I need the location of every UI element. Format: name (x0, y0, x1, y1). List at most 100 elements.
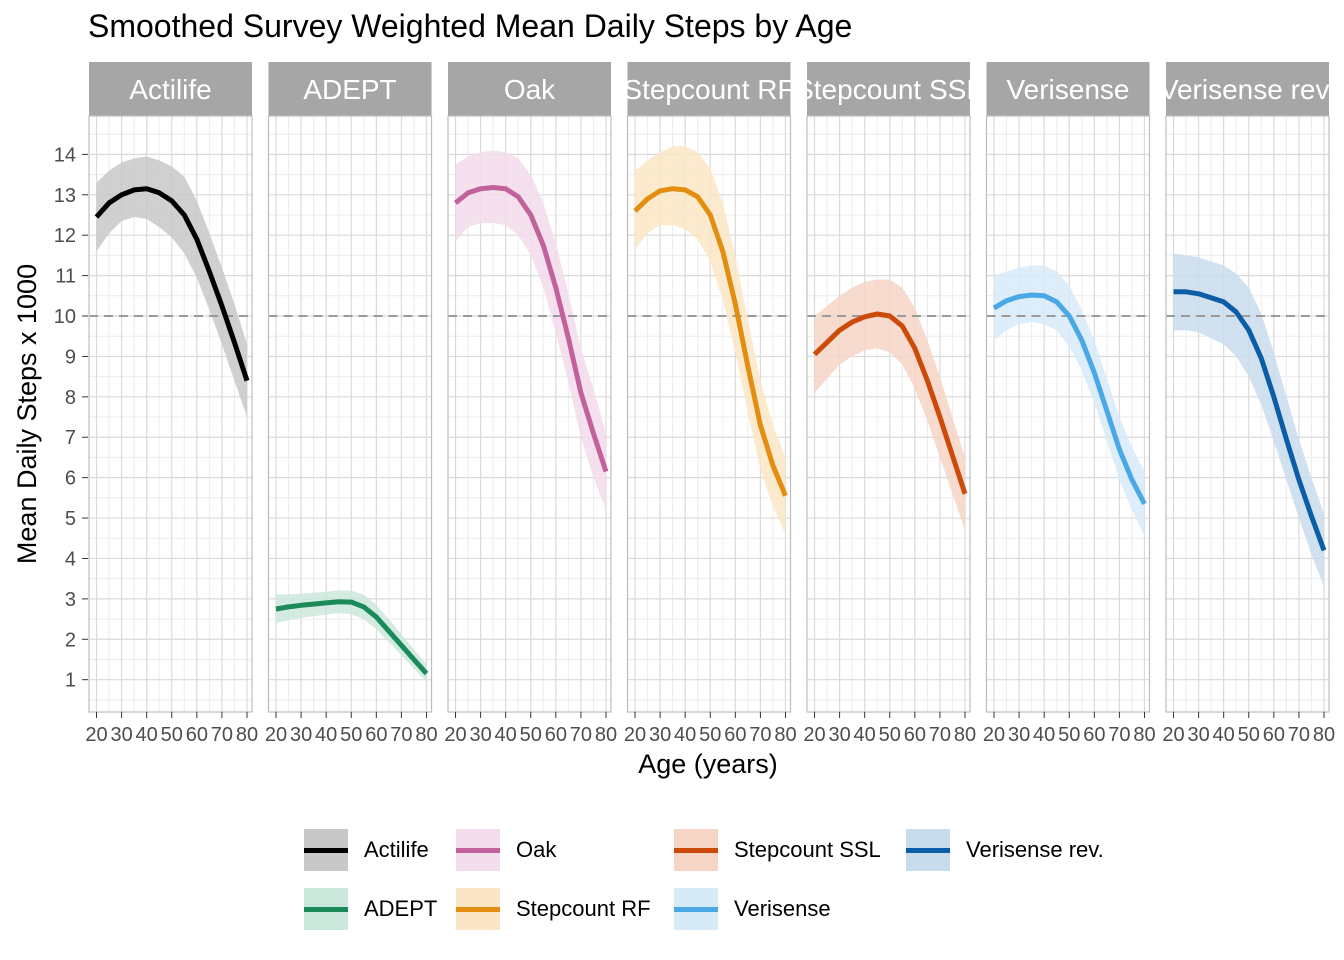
x-tick-label: 80 (595, 724, 617, 746)
legend-label: Stepcount SSL (734, 837, 881, 862)
x-tick-label: 40 (854, 724, 876, 746)
panel-border (1165, 115, 1330, 713)
facet-panel-verisense-rev: Verisense rev. 20 30 40 50 60 70 80 (1160, 62, 1335, 746)
x-tick-label: 50 (340, 724, 362, 746)
x-tick-label: 20 (983, 724, 1005, 746)
confidence-band (276, 590, 427, 682)
confidence-band (1173, 253, 1324, 587)
x-tick-label: 60 (724, 724, 746, 746)
facet-strip-label: Verisense rev. (1160, 74, 1335, 105)
legend-key-stepcount-ssl (674, 829, 718, 871)
series-line (94, 186, 250, 382)
x-tick-label: 60 (1263, 724, 1285, 746)
series-line (1173, 289, 1327, 552)
x-tick-label: 60 (1083, 724, 1105, 746)
confidence-band (635, 146, 786, 535)
series-line (633, 186, 788, 497)
x-tick-label: 80 (236, 724, 258, 746)
x-tick-label: 30 (290, 724, 312, 746)
y-tick-label: 13 (54, 185, 76, 207)
x-tick-label: 70 (211, 724, 233, 746)
panel-border (806, 115, 971, 713)
x-tick-label: 30 (649, 724, 671, 746)
y-tick-label: 1 (65, 670, 76, 692)
legend-label: Oak (516, 837, 557, 862)
x-tick-label: 30 (1187, 724, 1209, 746)
x-tick-label: 40 (136, 724, 158, 746)
legend-item-stepcount-ssl: Stepcount SSL (674, 827, 881, 873)
legend-item-stepcount-rf: Stepcount RF (456, 886, 651, 932)
y-tick-label: 5 (65, 508, 76, 530)
y-tick-label: 6 (65, 468, 76, 490)
y-tick-label: 14 (54, 144, 76, 166)
x-tick-label: 80 (1313, 724, 1335, 746)
panel-border (88, 115, 253, 713)
y-tick-label: 7 (65, 427, 76, 449)
x-tick-label: 60 (545, 724, 567, 746)
facet-panel-adept: ADEPT 20 30 40 50 60 70 80 (265, 62, 438, 746)
x-tick-label: 20 (265, 724, 287, 746)
x-tick-label: 30 (828, 724, 850, 746)
panel-border (447, 115, 612, 713)
x-tick-label: 70 (390, 724, 412, 746)
x-tick-label: 80 (954, 724, 976, 746)
facet-panel-stepcount-ssl: Stepcount SSL 20 30 40 50 60 70 80 (795, 62, 982, 746)
facet-strip-label: Verisense (1007, 74, 1130, 105)
legend-item-verisense-rev: Verisense rev. (906, 827, 1104, 873)
x-tick-label: 60 (365, 724, 387, 746)
x-tick-label: 70 (1108, 724, 1130, 746)
facet-panel-stepcount-rf: Stepcount RF 20 30 40 50 60 70 80 (623, 62, 797, 746)
legend-key-oak (456, 829, 500, 871)
y-tick-label: 3 (65, 589, 76, 611)
y-axis-title: Mean Daily Steps x 1000 (12, 264, 42, 564)
x-tick-label: 40 (495, 724, 517, 746)
panel-border (626, 115, 792, 713)
facet-strip-label: ADEPT (303, 74, 396, 105)
legend-label: Actilife (364, 837, 429, 862)
x-tick-label: 70 (570, 724, 592, 746)
x-tick-label: 60 (904, 724, 926, 746)
facet-strip-label: Actilife (129, 74, 211, 105)
series-line (812, 311, 968, 495)
facet-strip (448, 62, 611, 116)
facet-strip-label: Stepcount SSL (795, 74, 982, 105)
y-tick-label: 2 (65, 629, 76, 651)
legend-key-verisense-rev (906, 829, 950, 871)
x-tick-label: 40 (1213, 724, 1235, 746)
x-tick-label: 40 (315, 724, 337, 746)
x-tick-label: 30 (1008, 724, 1030, 746)
facet-strip (89, 62, 252, 116)
panel-border (267, 115, 433, 713)
series-line (275, 599, 429, 676)
legend-item-verisense: Verisense (674, 886, 831, 932)
legend-label: ADEPT (364, 896, 438, 921)
x-tick-label: 70 (1288, 724, 1310, 746)
chart-title: Smoothed Survey Weighted Mean Daily Step… (88, 8, 853, 44)
x-tick-label: 80 (1133, 724, 1155, 746)
facet-strip (807, 62, 970, 116)
facet-strip (268, 62, 432, 116)
legend-key-verisense (674, 888, 718, 930)
legend-item-adept: ADEPT (304, 886, 437, 932)
legend: Actilife ADEPT Oak Stepcount RF Stepcoun… (300, 820, 1200, 940)
legend-label: Verisense (734, 896, 831, 921)
x-tick-label: 30 (110, 724, 132, 746)
x-tick-label: 60 (186, 724, 208, 746)
facet-strip-label: Stepcount RF (623, 74, 794, 105)
legend-key-stepcount-rf (456, 888, 500, 930)
x-tick-label: 40 (674, 724, 696, 746)
facet-panel-oak: Oak 20 30 40 50 60 70 80 (444, 62, 617, 746)
x-tick-label: 20 (85, 724, 107, 746)
x-tick-label: 70 (749, 724, 771, 746)
x-tick-label: 30 (469, 724, 491, 746)
series-line (992, 292, 1147, 506)
legend-label: Stepcount RF (516, 896, 651, 921)
x-axis-title: Age (years) (638, 749, 778, 779)
x-tick-label: 40 (1033, 724, 1055, 746)
series-line (453, 185, 609, 473)
legend-item-oak: Oak (456, 827, 556, 873)
y-tick-label: 8 (65, 387, 76, 409)
x-tick-label: 50 (1058, 724, 1080, 746)
x-tick-label: 50 (879, 724, 901, 746)
